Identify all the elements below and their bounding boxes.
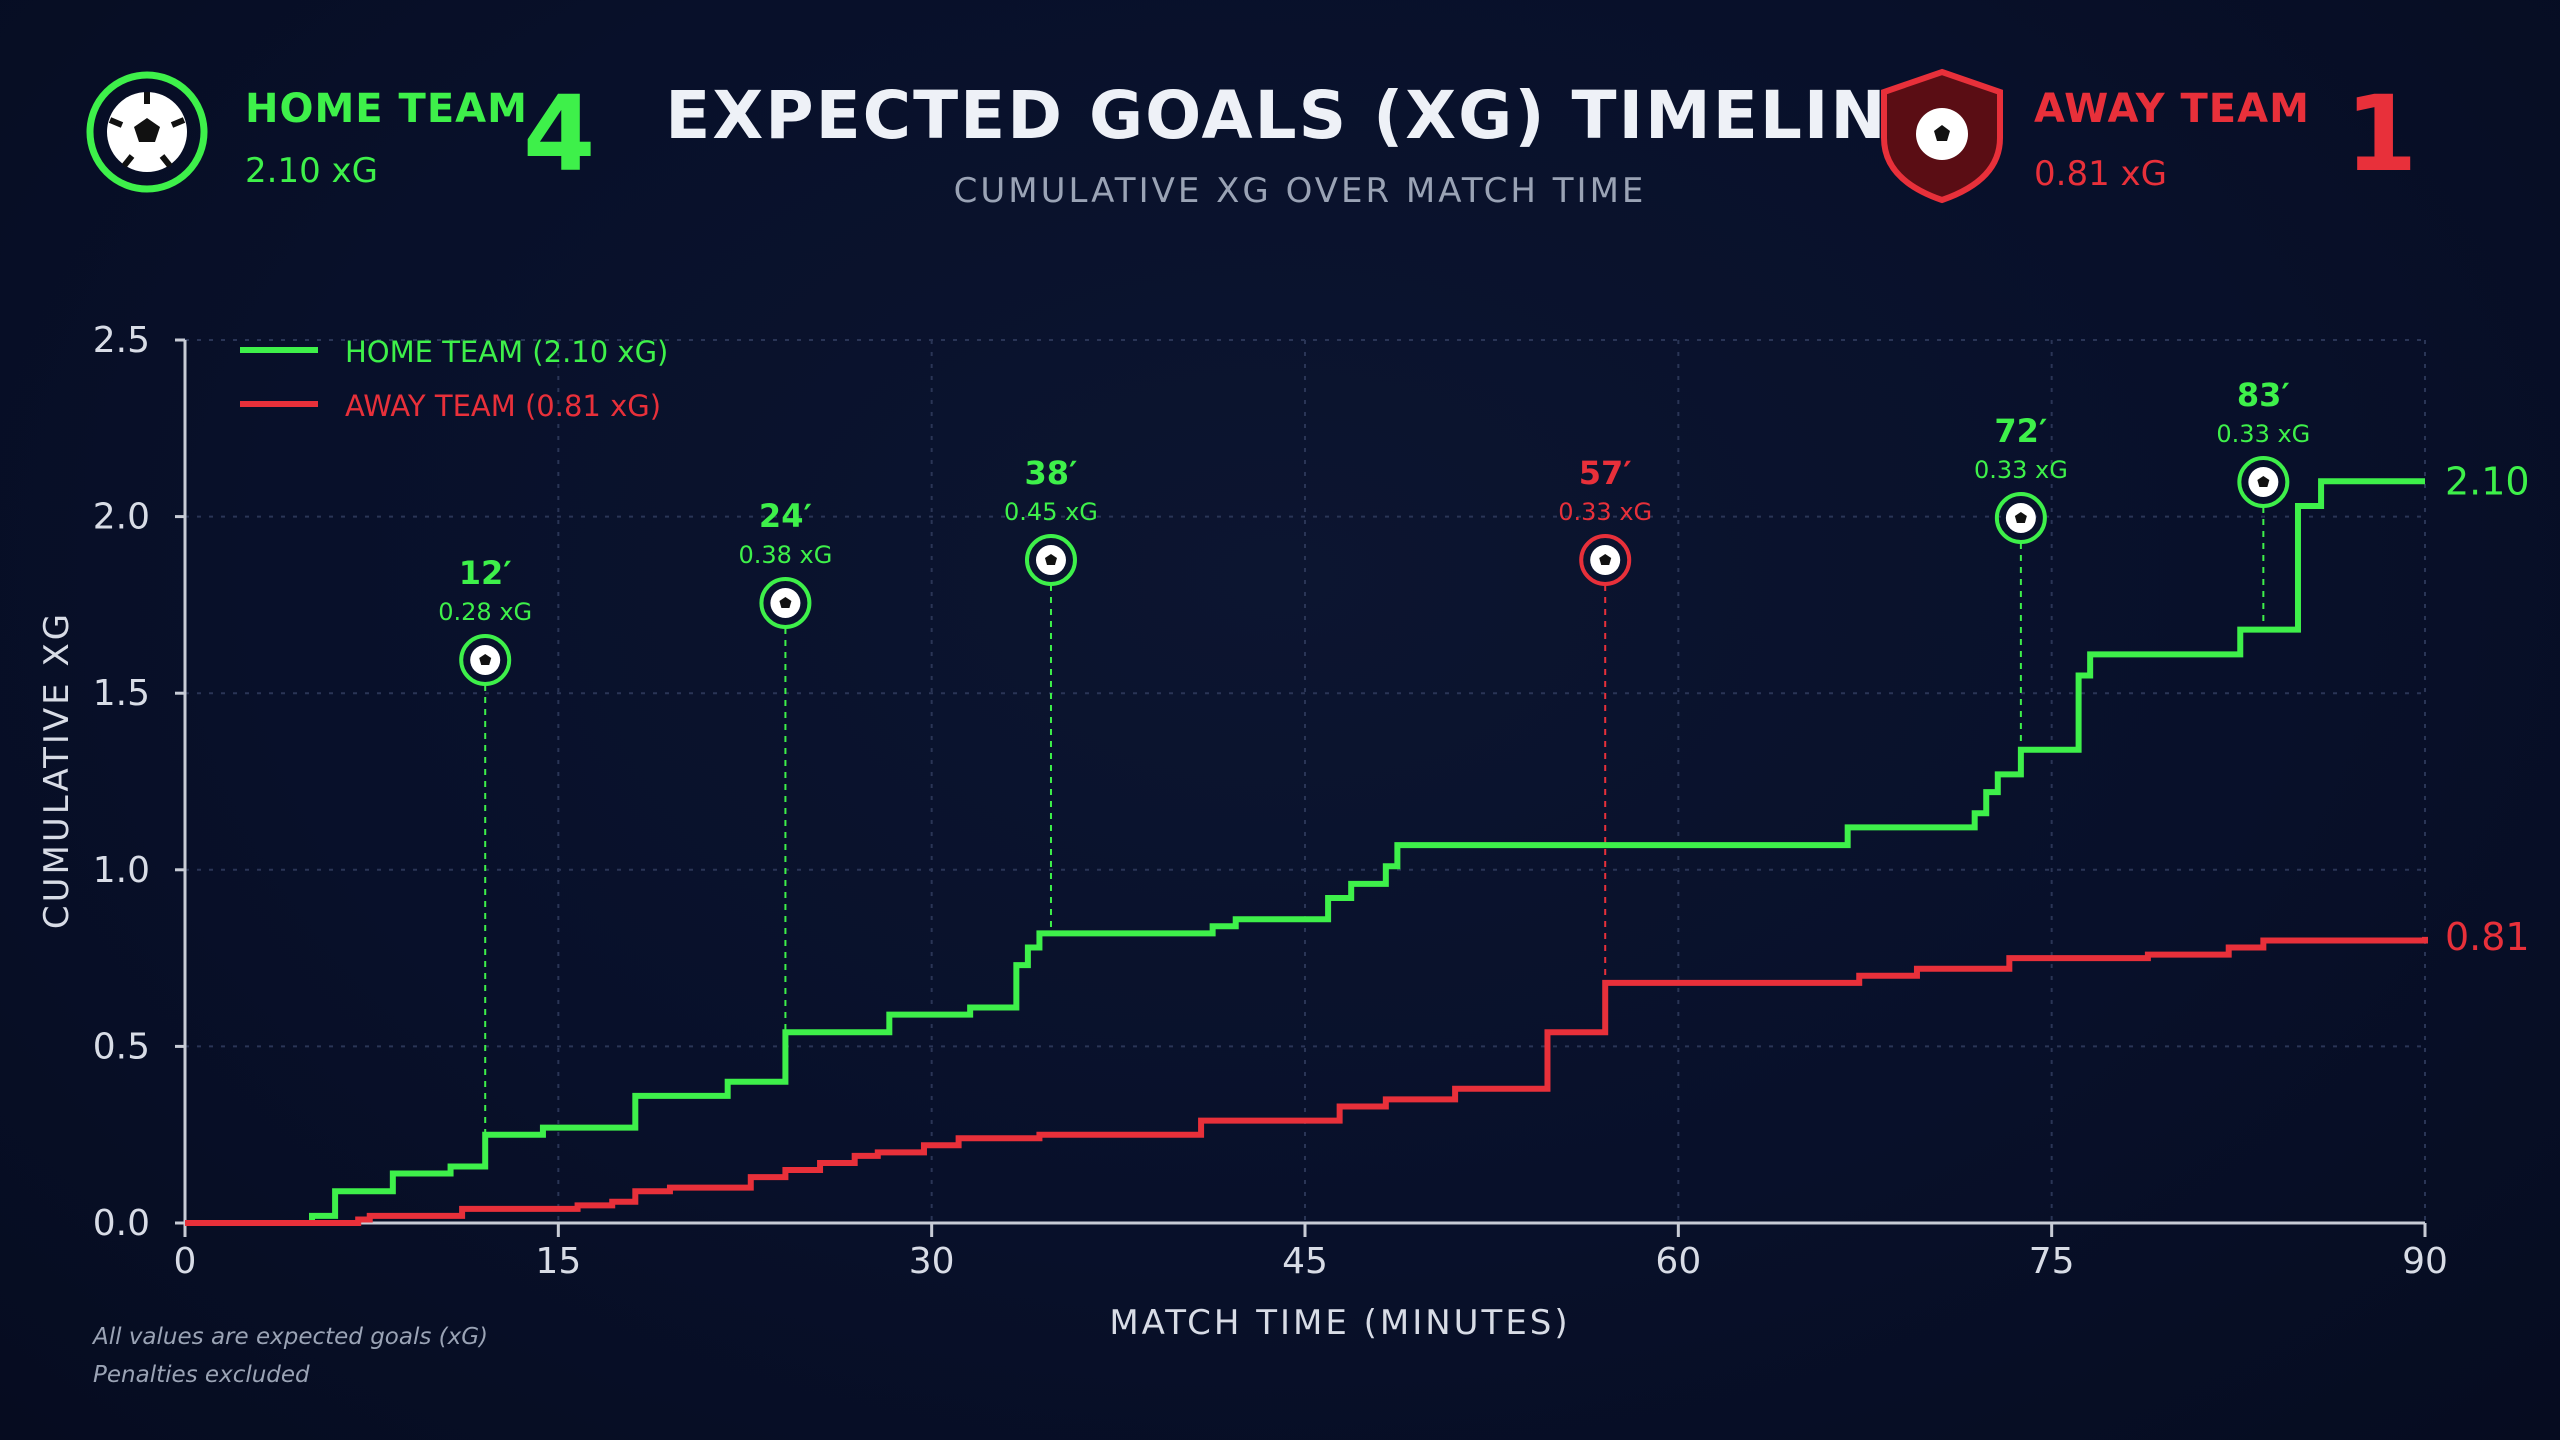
x-axis-label: MATCH TIME (MINUTES): [1109, 1303, 1570, 1343]
soccer-ball-patch: [1599, 554, 1612, 565]
chart-subtitle: CUMULATIVE XG OVER MATCH TIME: [954, 171, 1647, 211]
goal-minute-label: 57′: [1579, 454, 1632, 492]
shield-crest-icon: [1881, 68, 2003, 204]
goal-marker-ring: [1579, 534, 1632, 586]
legend-home-label: HOME TEAM (2.10 xG): [345, 335, 668, 369]
home-team-xg: 2.10 xG: [245, 151, 378, 191]
goal-marker-ring: [459, 634, 512, 686]
x-tick-label: 30: [909, 1241, 955, 1282]
x-tick-label: 15: [535, 1241, 581, 1282]
goal-minute-label: 24′: [759, 497, 812, 535]
goal-xg-label: 0.28 xG: [438, 598, 532, 626]
goal-marker-ring: [2237, 456, 2290, 508]
goal-annotations: 12′ 0.28 xG 24′ 0.38 xG 38′ 0.45 xG 57′ 0.33 xG…: [438, 376, 2310, 1135]
chart-title: EXPECTED GOALS (XG) TIMELINE: [665, 77, 1935, 154]
away-team-header: AWAY TEAM 0.81 xG 1: [1881, 68, 2417, 204]
soccer-ball-patch: [479, 654, 492, 665]
goal-minute-label: 72′: [1994, 412, 2047, 450]
footnote-penalties: Penalties excluded: [93, 1362, 310, 1388]
goal-annotation-away: 57′ 0.33 xG: [1558, 454, 1652, 983]
goal-xg-label: 0.33 xG: [2216, 420, 2310, 448]
goal-minute-label: 83′: [2237, 376, 2290, 414]
y-axis-label: CUMULATIVE XG: [37, 611, 77, 929]
goal-minute-label: 38′: [1024, 454, 1077, 492]
goal-annotation-home: 12′ 0.28 xG: [438, 554, 532, 1135]
series-end-labels: 2.10 0.81: [2445, 459, 2530, 959]
goal-annotation-home: 38′ 0.45 xG: [1004, 454, 1098, 934]
legend-away-label: AWAY TEAM (0.81 xG): [345, 389, 661, 423]
goal-marker-ring: [1024, 534, 1077, 586]
goal-marker-ring: [1994, 492, 2047, 544]
goal-minute-label: 12′: [459, 554, 512, 592]
soccer-ball-icon: [86, 71, 208, 193]
x-tick-label: 0: [174, 1241, 197, 1282]
y-tick-label: 2.0: [93, 497, 150, 538]
away-team-score: 1: [2345, 73, 2417, 195]
footnote-xg: All values are expected goals (xG): [91, 1324, 488, 1350]
home-end-value: 2.10: [2445, 459, 2530, 503]
soccer-ball-patch: [779, 597, 792, 608]
home-xg-step-line: [185, 478, 2425, 1226]
goal-xg-label: 0.33 xG: [1974, 456, 2068, 484]
home-team-header: HOME TEAM 2.10 xG 4: [86, 71, 595, 195]
x-tick-label: 90: [2402, 1241, 2448, 1282]
goal-annotation-home: 72′ 0.33 xG: [1974, 412, 2068, 750]
away-end-value: 0.81: [2445, 915, 2530, 959]
goal-xg-label: 0.33 xG: [1558, 498, 1652, 526]
soccer-ball-patch: [1044, 554, 1057, 565]
goal-xg-label: 0.38 xG: [738, 541, 832, 569]
chart-series: [185, 478, 2428, 1226]
x-tick-label: 45: [1282, 1241, 1328, 1282]
x-tick-label: 60: [1655, 1241, 1701, 1282]
chart-axes: 0.0 0.5 1.0 1.5 2.0 2.5 0 15 30 45 60 75 90: [93, 320, 2448, 1282]
y-tick-label: 2.5: [93, 320, 150, 361]
y-tick-label: 1.5: [93, 673, 150, 714]
soccer-ball-patch: [2014, 512, 2027, 523]
away-xg-step-line: [185, 936, 2428, 1226]
goal-annotation-home: 83′ 0.33 xG: [2216, 376, 2310, 630]
goal-marker-ring: [759, 577, 812, 629]
home-team-score: 4: [523, 73, 595, 195]
x-tick-label: 75: [2029, 1241, 2075, 1282]
goal-annotation-home: 24′ 0.38 xG: [738, 497, 832, 1033]
chart-grid: [185, 339, 2426, 1223]
home-team-name: HOME TEAM: [245, 86, 528, 132]
away-team-xg: 0.81 xG: [2034, 154, 2167, 194]
goal-xg-label: 0.45 xG: [1004, 498, 1098, 526]
y-tick-label: 0.0: [93, 1203, 150, 1244]
y-tick-label: 0.5: [93, 1026, 150, 1067]
y-tick-label: 1.0: [93, 850, 150, 891]
away-team-name: AWAY TEAM: [2034, 86, 2310, 132]
soccer-ball-patch: [2257, 476, 2270, 487]
chart-legend: HOME TEAM (2.10 xG) AWAY TEAM (0.81 xG): [240, 335, 668, 423]
